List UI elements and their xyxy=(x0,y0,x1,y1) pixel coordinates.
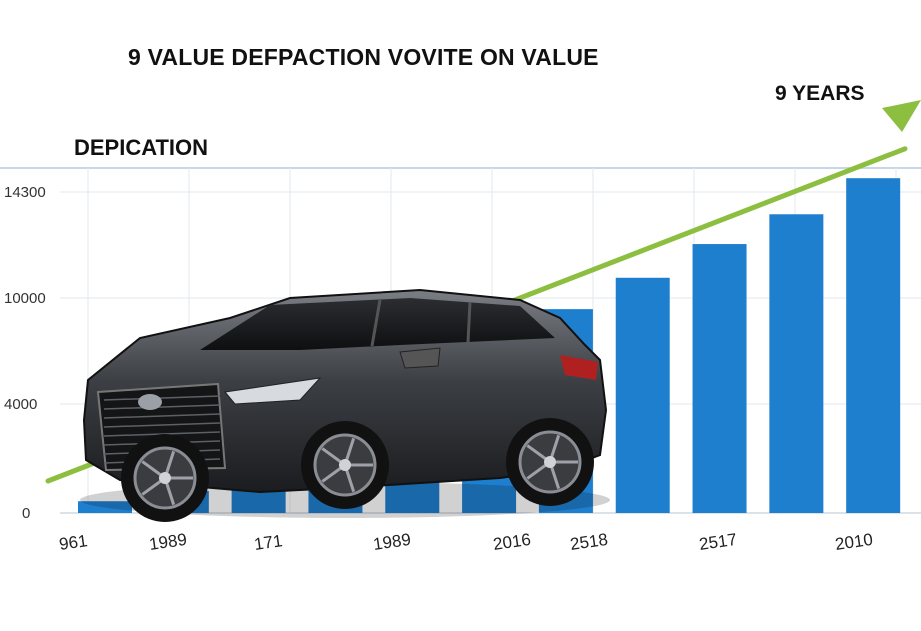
bar xyxy=(692,244,747,513)
bar xyxy=(78,501,132,513)
suv-car-image xyxy=(80,288,610,522)
chart-title: 9 VALUE DEFPACTION VOVITE ON VALUE xyxy=(128,44,599,70)
trend-arrowhead xyxy=(882,100,921,132)
car-windows xyxy=(200,298,555,350)
y-tick-label: 0 xyxy=(22,505,30,522)
grille-bar xyxy=(103,431,221,437)
x-tick-label: 2517 xyxy=(698,530,738,554)
y-tick-label: 4000 xyxy=(4,396,37,413)
y-axis-ticks: 0 4000 10000 14300 xyxy=(4,184,46,522)
grille-bar xyxy=(103,413,221,419)
x-tick-label: 2518 xyxy=(569,530,609,554)
grille-bar xyxy=(103,422,221,428)
grille-bar xyxy=(103,404,221,410)
x-tick-label: 2010 xyxy=(834,530,874,554)
x-tick-label: 171 xyxy=(253,531,284,554)
rim-hub xyxy=(544,456,556,468)
car-mirror xyxy=(399,347,441,369)
rim-hub xyxy=(159,472,171,484)
bar xyxy=(615,277,670,513)
years-annotation: 9 YEARS xyxy=(775,82,865,105)
y-tick-label: 14300 xyxy=(4,184,46,201)
car-pillar xyxy=(466,301,472,343)
bar xyxy=(846,178,901,513)
car-taillight xyxy=(560,355,598,380)
car-logo xyxy=(138,394,162,410)
bar xyxy=(769,214,824,514)
x-axis-ticks: 961 1989 171 1989 2016 2518 2517 2010 xyxy=(58,530,874,554)
x-tick-label: 1989 xyxy=(372,530,412,554)
y-tick-label: 10000 xyxy=(4,290,46,307)
x-tick-label: 1989 xyxy=(148,530,188,554)
x-tick-label: 961 xyxy=(58,531,89,554)
x-tick-label: 2016 xyxy=(492,530,532,554)
car-pillar xyxy=(370,299,382,347)
car-headlight xyxy=(224,377,322,405)
chart-subtitle: DEPICATION xyxy=(74,135,209,160)
rim-hub xyxy=(339,459,351,471)
grille-bar xyxy=(103,395,221,401)
